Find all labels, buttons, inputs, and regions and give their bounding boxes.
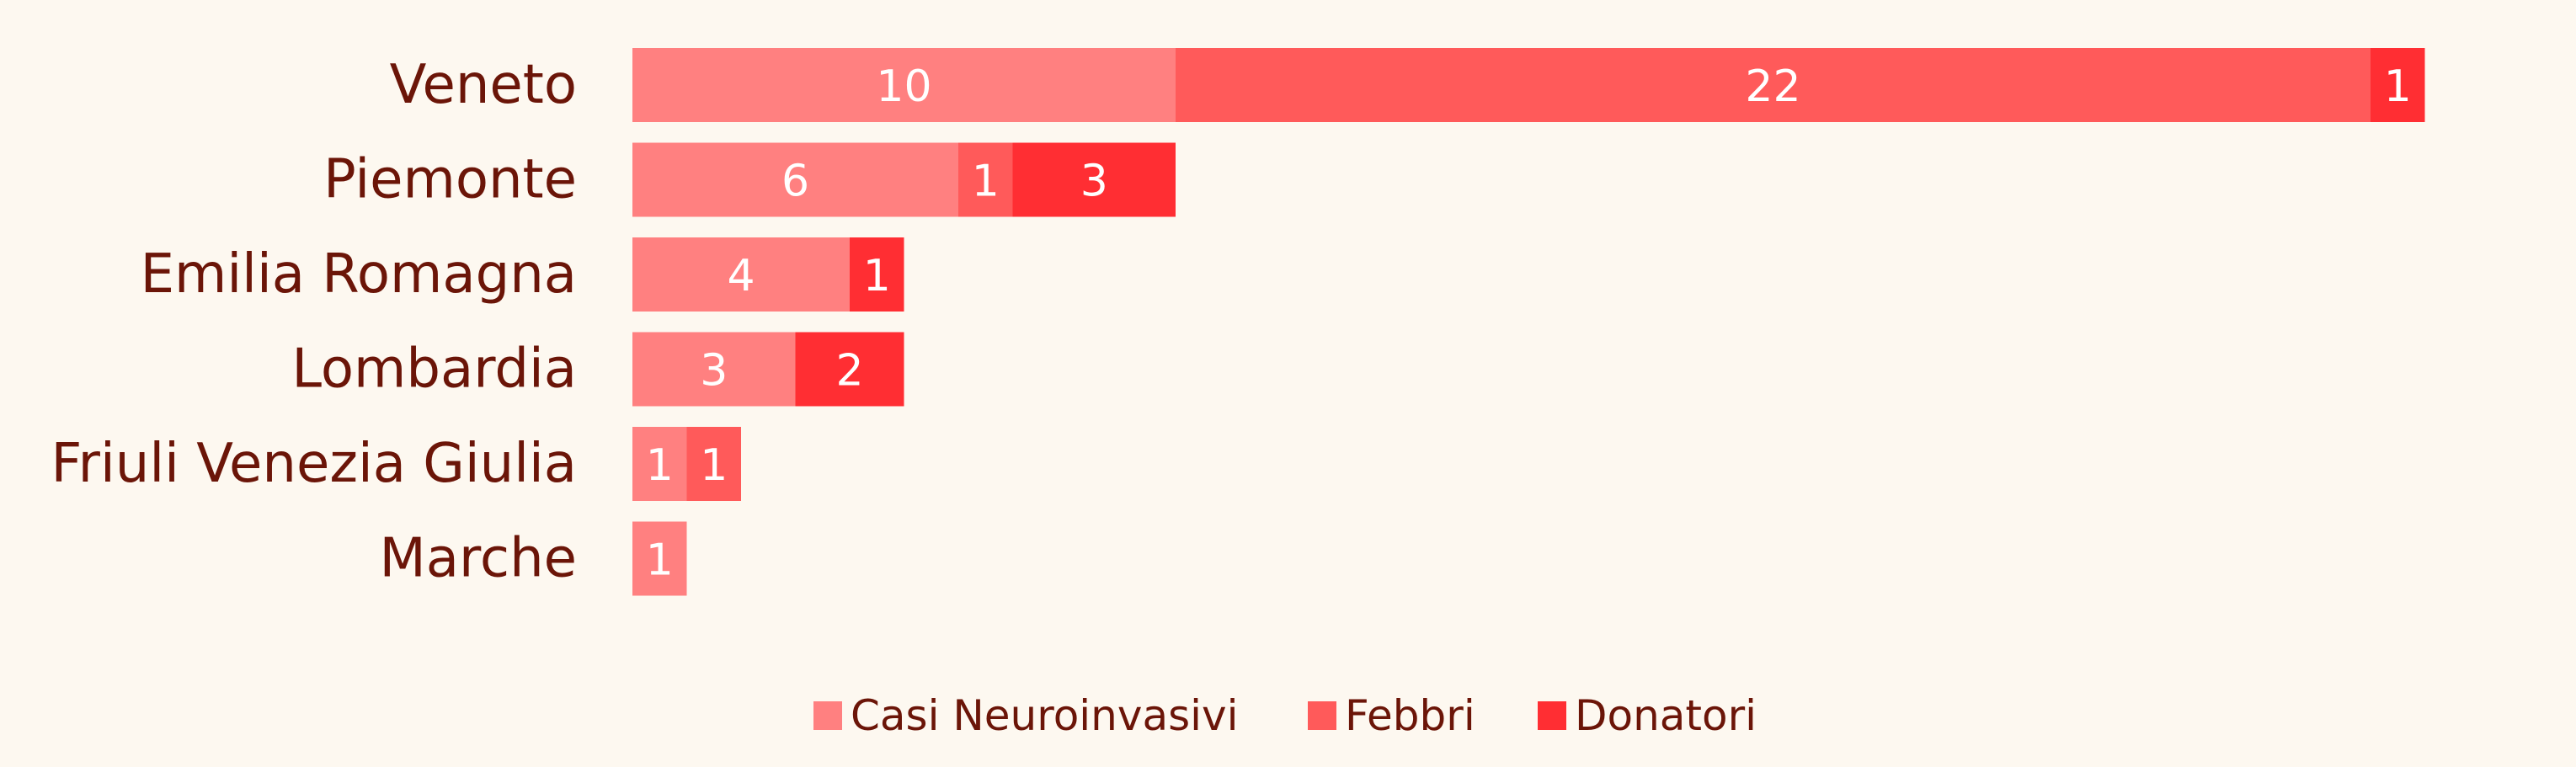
- bar-veneto-febbri: [1176, 48, 2371, 122]
- bar-piemonte-casi-neuroinvasivi: [632, 142, 958, 217]
- bar-piemonte-donatori: [1012, 142, 1176, 217]
- data-label-emilia-romagna-casi-neuroinvasivi: 4: [727, 251, 755, 301]
- bar-lombardia-donatori: [795, 332, 904, 407]
- legend-label-casi-neuroinvasivi: Casi Neuroinvasivi: [851, 691, 1239, 740]
- data-label-piemonte-donatori: 3: [1080, 157, 1108, 207]
- category-label-lombardia: Lombardia: [291, 338, 577, 401]
- data-label-veneto-donatori: 1: [2384, 61, 2412, 112]
- data-label-friuli-venezia-giulia-febbri: 1: [700, 440, 728, 491]
- data-label-lombardia-donatori: 2: [835, 346, 863, 397]
- legend: Casi Neuroinvasivi Febbri Donatori: [813, 691, 1757, 740]
- legend-label-febbri: Febbri: [1345, 691, 1475, 740]
- legend-swatch-casi-neuroinvasivi: [813, 701, 842, 730]
- category-label-friuli-venezia-giulia: Friuli Venezia Giulia: [51, 433, 578, 495]
- legend-label-donatori: Donatori: [1575, 691, 1757, 740]
- bar-emilia-romagna-donatori: [850, 237, 904, 312]
- bar-marche-casi-neuroinvasivi: [632, 521, 687, 596]
- bar-lombardia-casi-neuroinvasivi: [632, 332, 796, 407]
- legend-swatch-donatori: [1538, 701, 1566, 730]
- bar-veneto-donatori: [2371, 48, 2425, 122]
- legend-swatch-febbri: [1308, 701, 1336, 730]
- data-label-piemonte-febbri: 1: [972, 157, 1000, 207]
- bar-friuli-venezia-giulia-febbri: [686, 427, 741, 501]
- data-label-friuli-venezia-giulia-casi-neuroinvasivi: 1: [646, 440, 674, 491]
- category-label-emilia-romagna: Emilia Romagna: [141, 243, 577, 306]
- data-label-veneto-casi-neuroinvasivi: 10: [876, 61, 931, 112]
- bar-piemonte-febbri: [958, 142, 1013, 217]
- bar-veneto-casi-neuroinvasivi: [632, 48, 1176, 122]
- category-label-piemonte: Piemonte: [323, 149, 577, 211]
- bar-emilia-romagna-casi-neuroinvasivi: [632, 237, 850, 312]
- bar-friuli-venezia-giulia-casi-neuroinvasivi: [632, 427, 687, 501]
- category-labels: Veneto Piemonte Emilia Romagna Lombardia Fri…: [51, 54, 578, 590]
- data-label-marche-casi-neuroinvasivi: 1: [646, 535, 674, 586]
- category-label-marche: Marche: [380, 528, 577, 590]
- bars: 10 22 16 1 34 13 21 11: [632, 48, 2425, 596]
- data-label-lombardia-casi-neuroinvasivi: 3: [700, 346, 728, 397]
- data-label-veneto-febbri: 22: [1745, 61, 1800, 112]
- data-label-piemonte-casi-neuroinvasivi: 6: [781, 157, 809, 207]
- data-label-emilia-romagna-donatori: 1: [863, 251, 891, 301]
- category-label-veneto: Veneto: [390, 54, 577, 116]
